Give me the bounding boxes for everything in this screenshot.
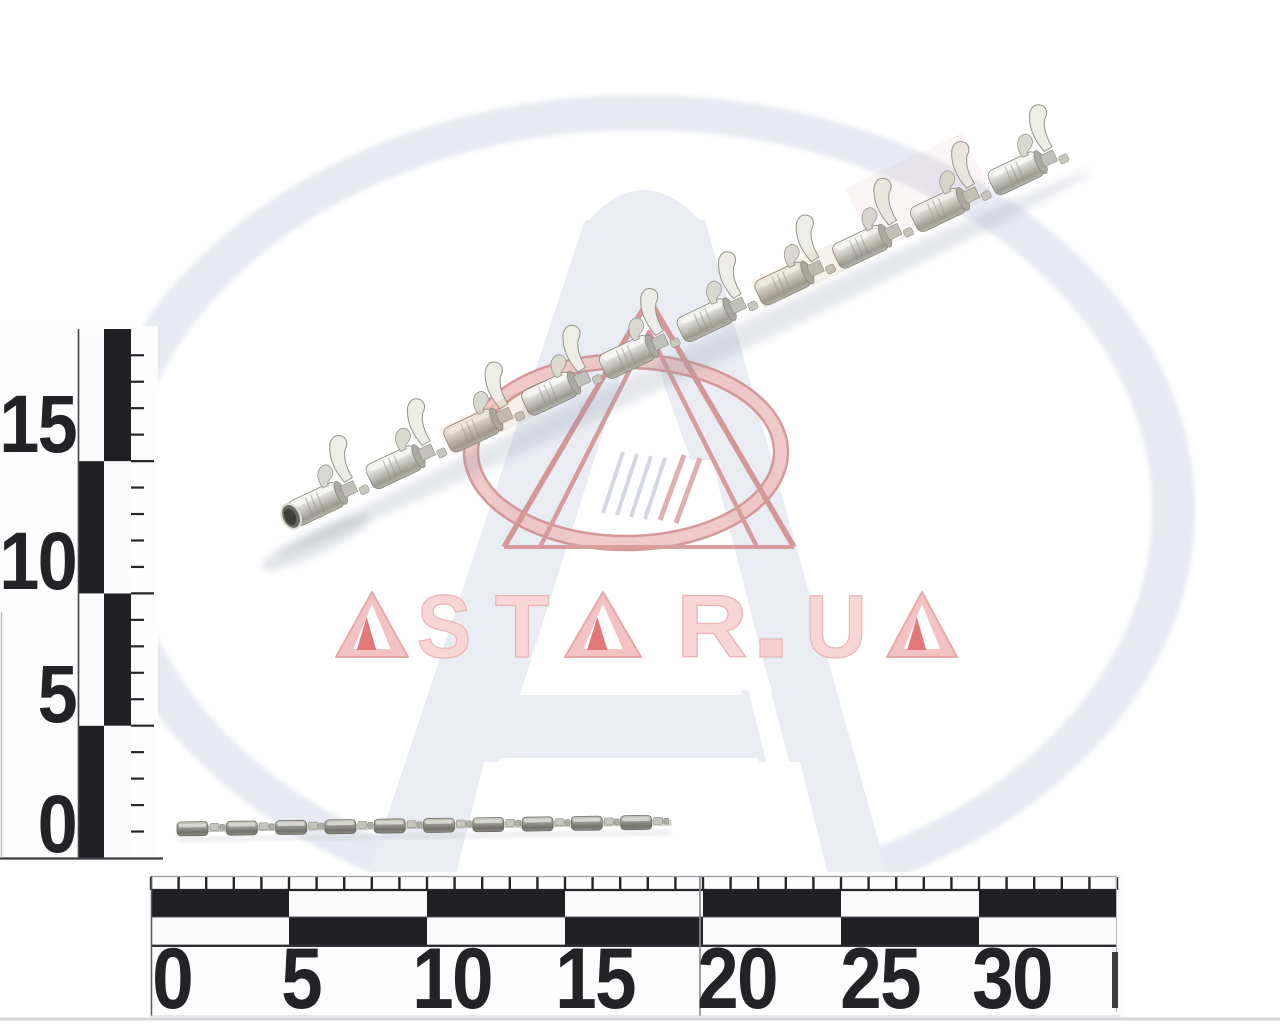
horizontal-ruler-label: 0 — [152, 931, 192, 1024]
watermark-letter: R — [676, 578, 747, 677]
ruler-block — [79, 593, 104, 726]
ruler-block — [565, 890, 703, 917]
vertical-ruler-label: 0 — [38, 779, 76, 870]
watermark-letter-dot — [759, 638, 783, 658]
vertical-ruler-ticks — [131, 354, 154, 833]
watermark-letter-a — [564, 591, 642, 658]
horizontal-ruler-label: 5 — [281, 931, 321, 1024]
ruler-block — [289, 890, 427, 917]
vertical-ruler: 15 10 5 0 — [0, 326, 163, 870]
ruler-block — [104, 725, 131, 858]
horizontal-ruler-label: 20 — [697, 931, 777, 1024]
vertical-ruler-label: 10 — [0, 516, 76, 607]
ruler-block — [151, 890, 289, 917]
watermark-a-crossbar — [489, 695, 797, 758]
ruler-block — [841, 917, 979, 945]
ruler-block — [79, 461, 104, 594]
vertical-ruler-label: 5 — [38, 649, 76, 740]
ruler-block — [427, 890, 565, 917]
vertical-ruler-blocks — [79, 329, 131, 858]
watermark-letter-a — [335, 591, 409, 658]
ruler-block — [979, 917, 1117, 945]
ruler-partial-digit — [1112, 952, 1118, 1008]
terminal-unit-top — [225, 820, 275, 836]
watermark-letter: U — [805, 578, 867, 677]
horizontal-ruler: 0 5 10 15 20 25 30 — [145, 872, 1125, 1024]
ruler-block — [104, 329, 131, 462]
ruler-block — [79, 725, 104, 858]
ruler-block — [703, 917, 841, 945]
horizontal-ruler-label: 25 — [840, 931, 920, 1024]
horizontal-ruler-label: 30 — [972, 931, 1052, 1024]
vertical-ruler-label: 15 — [0, 379, 76, 470]
ruler-block — [79, 329, 104, 462]
horizontal-ruler-blocks — [151, 890, 1117, 945]
logo-hatch-lines — [601, 451, 667, 520]
ruler-block — [841, 890, 979, 917]
ruler-block — [427, 917, 565, 945]
watermark-letter: S — [417, 578, 472, 677]
ruler-block — [104, 461, 131, 594]
ruler-block — [289, 917, 427, 945]
ruler-block — [979, 890, 1117, 917]
product-photo-terminal-strip — [261, 101, 1092, 571]
watermark-letter: T — [495, 578, 550, 677]
ruler-block — [565, 917, 703, 945]
horizontal-ruler-label: 10 — [412, 931, 492, 1024]
ruler-block — [703, 890, 841, 917]
horizontal-ruler-label: 15 — [555, 931, 635, 1024]
ruler-block — [104, 593, 131, 726]
watermark-background — [85, 95, 1196, 925]
ruler-block — [151, 917, 289, 945]
watermark-letter-a — [886, 591, 958, 658]
product-photo-terminal-strip-top-view — [176, 814, 672, 842]
terminal-unit-top — [176, 820, 226, 837]
